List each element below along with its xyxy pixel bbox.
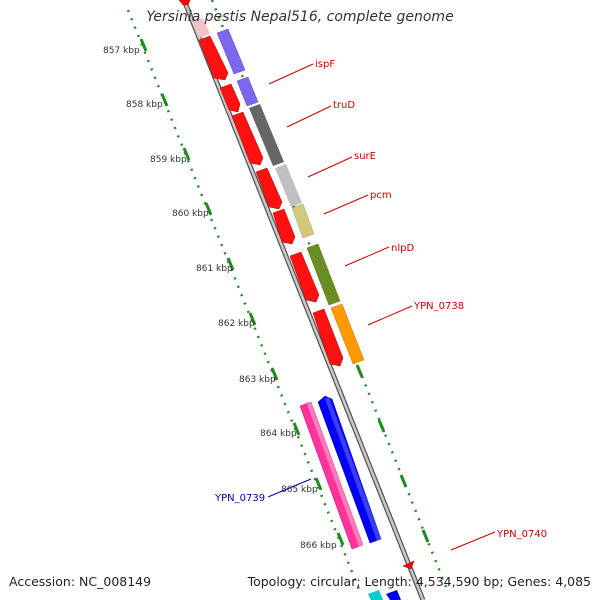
gene-label-nlpD[interactable]: nlpD bbox=[391, 243, 414, 254]
feature-block-light[interactable] bbox=[192, 18, 210, 38]
leader-line bbox=[450, 531, 496, 551]
feature-block-pcm[interactable] bbox=[291, 203, 315, 239]
cds-arrow[interactable] bbox=[219, 83, 241, 113]
tick-label: 858 kbp bbox=[126, 100, 163, 110]
label-leaders bbox=[267, 63, 496, 551]
leader-line bbox=[286, 105, 332, 128]
feature-block-bottom-blue[interactable] bbox=[386, 590, 401, 600]
gene-label-YPN-0739[interactable]: YPN_0739 bbox=[214, 493, 265, 504]
gene-label-truD[interactable]: truD bbox=[333, 100, 355, 111]
cds-blue-shade bbox=[325, 397, 381, 541]
feature-block-ispF-2[interactable] bbox=[236, 76, 259, 107]
cds-arrow[interactable] bbox=[402, 560, 415, 570]
length-label: Length: bbox=[364, 574, 412, 589]
tick-label: 866 kbp bbox=[300, 541, 337, 551]
feature-block-ispF[interactable] bbox=[216, 28, 246, 75]
backbone bbox=[182, 0, 425, 600]
genes-value: 4,085 bbox=[555, 574, 591, 589]
leader-line bbox=[267, 478, 312, 498]
genes-label: Genes: bbox=[507, 574, 552, 589]
major-ticks bbox=[139, 38, 345, 546]
length-value: 4,534,590 bp bbox=[415, 574, 500, 589]
cds-arrow[interactable] bbox=[178, 0, 191, 6]
tick-ring-inner bbox=[126, 9, 362, 593]
gene-label-pcm[interactable]: pcm bbox=[370, 190, 392, 201]
accession-label: Accession: bbox=[9, 574, 76, 589]
feature-block-bottom-cyan[interactable] bbox=[368, 590, 383, 600]
feature-block-surE[interactable] bbox=[275, 164, 302, 207]
tick-label: 862 kbp bbox=[218, 319, 255, 329]
cds-arrow[interactable] bbox=[272, 208, 296, 245]
feature-blocks bbox=[192, 18, 401, 600]
feature-block-nlpD[interactable] bbox=[306, 243, 341, 306]
topology-label: Topology: bbox=[247, 574, 307, 589]
cds-arrow[interactable] bbox=[231, 111, 264, 166]
feature-block-YPN-0738[interactable] bbox=[330, 303, 365, 365]
leader-line bbox=[307, 156, 353, 178]
tick-label: 861 kbp bbox=[196, 264, 233, 274]
accession-value: NC_008149 bbox=[79, 574, 152, 589]
feature-block-truD[interactable] bbox=[249, 104, 284, 166]
gene-label-YPN-0740[interactable]: YPN_0740 bbox=[496, 529, 547, 540]
genome-title: Yersinia pestis Nepal516, complete genom… bbox=[146, 9, 454, 25]
leader-line bbox=[344, 246, 390, 267]
cds-arrow[interactable] bbox=[255, 167, 283, 210]
topology-value: circular bbox=[310, 574, 357, 589]
genome-summary: Topology: circular; Length: 4,534,590 bp… bbox=[247, 574, 591, 589]
tick-label: 860 kbp bbox=[172, 209, 209, 219]
gene-label-ispF[interactable]: ispF bbox=[315, 59, 335, 70]
leader-line bbox=[323, 194, 369, 215]
cds-arrow[interactable] bbox=[289, 251, 320, 303]
cds-reverse-lane bbox=[299, 395, 382, 550]
gene-labels: ispF truD surE pcm nlpD YPN_0738 YPN_073… bbox=[214, 59, 547, 540]
cds-pink-shade bbox=[307, 402, 363, 547]
tick-label: 857 kbp bbox=[103, 46, 140, 56]
accession-info: Accession: NC_008149 bbox=[9, 574, 151, 589]
gene-label-YPN-0738[interactable]: YPN_0738 bbox=[413, 301, 464, 312]
tick-label: 864 kbp bbox=[260, 429, 297, 439]
cds-arrow[interactable] bbox=[312, 308, 344, 367]
cds-arrow[interactable] bbox=[198, 35, 229, 81]
tick-label: 863 kbp bbox=[239, 375, 276, 385]
tick-labels: 857 kbp 858 kbp 859 kbp 860 kbp 861 kbp … bbox=[103, 46, 337, 551]
gene-label-surE[interactable]: surE bbox=[354, 151, 376, 162]
cds-forward-lane bbox=[178, 0, 415, 570]
leader-line bbox=[268, 63, 314, 85]
tick-ring-outer bbox=[210, 0, 450, 593]
tick-label: 859 kbp bbox=[150, 155, 187, 165]
tick-label: 865 kbp bbox=[281, 485, 318, 495]
leader-line bbox=[367, 305, 413, 326]
